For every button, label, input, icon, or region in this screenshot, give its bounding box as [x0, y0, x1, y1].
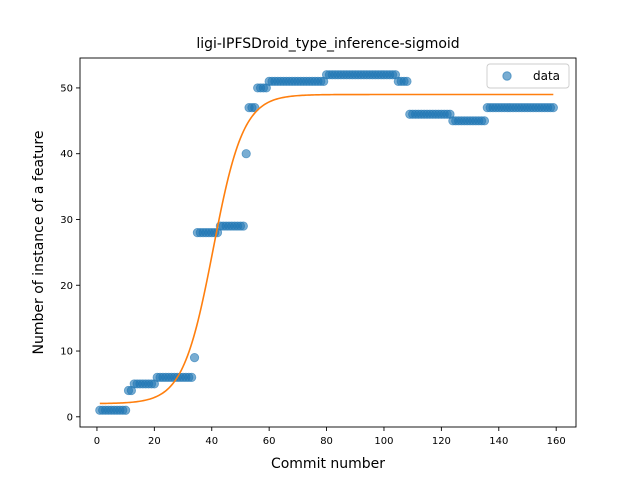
y-tick-label: 0 [67, 412, 73, 423]
y-tick-label: 50 [60, 83, 73, 94]
sigmoid-fit-line [99, 93, 554, 405]
legend-marker-data [502, 71, 512, 81]
data-point [402, 76, 412, 86]
legend-box [486, 63, 570, 89]
x-tick-label: 60 [263, 436, 276, 447]
x-tick-label: 100 [374, 436, 393, 447]
plot-frame [79, 57, 577, 428]
x-axis-label: Commit number [271, 456, 385, 472]
data-point [238, 221, 248, 231]
y-tick-label: 30 [60, 215, 73, 226]
data-point [189, 353, 200, 363]
y-tick-label: 10 [60, 347, 73, 358]
y-tick-label: 40 [60, 149, 73, 160]
x-tick-label: 140 [489, 436, 508, 447]
x-tick-label: 0 [94, 436, 100, 447]
x-tick-label: 80 [320, 436, 333, 447]
data-point [548, 103, 558, 113]
data-point [479, 116, 490, 126]
x-tick-label: 160 [547, 436, 566, 447]
legend-label-data: data [533, 69, 560, 83]
chart-title: ligi-IPFSDroid_type_inference-sigmoid [196, 36, 459, 52]
x-tick-label: 120 [432, 436, 451, 447]
x-tick-label: 40 [205, 436, 218, 447]
data-point [121, 405, 131, 415]
y-tick-label: 20 [60, 281, 73, 292]
y-axis-label: Number of instance of a feature [31, 131, 47, 355]
x-tick-label: 20 [148, 436, 161, 447]
data-point [241, 149, 251, 159]
data-point [187, 372, 197, 382]
